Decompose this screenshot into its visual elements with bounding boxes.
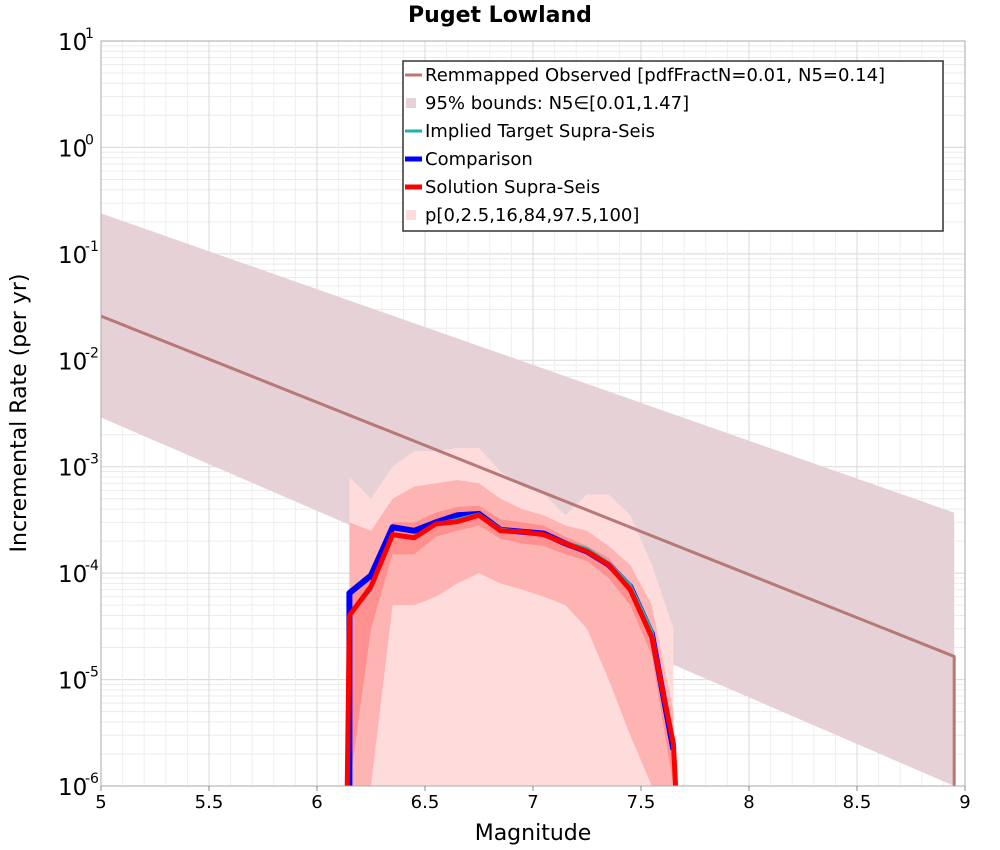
y-tick-base: 10 [58, 243, 87, 269]
y-tick-exponent: -2 [85, 345, 99, 361]
pct_light-legend-swatch [406, 210, 416, 220]
y-tick-label: 100 [58, 132, 94, 162]
y-tick-exponent: -6 [85, 771, 99, 787]
x-axis-label: Magnitude [475, 821, 592, 846]
solution-line [344, 512, 679, 787]
y-tick-exponent: -3 [85, 452, 99, 468]
y-tick-base: 10 [58, 669, 87, 695]
pct_light-legend-label: p[0,2.5,16,84,97.5,100] [425, 205, 639, 226]
y-tick-base: 10 [58, 136, 87, 162]
y-tick-label: 10-1 [58, 239, 99, 269]
x-tick-label: 6.5 [411, 792, 440, 813]
y-tick-exponent: 0 [85, 132, 94, 148]
x-axis-ticks: 5 5.5 6 6.5 7 7.5 8 8.5 9 [95, 786, 971, 813]
y-tick-exponent: -1 [85, 239, 99, 255]
x-tick-label: 5.5 [195, 792, 224, 813]
y-tick-label: 10-5 [58, 665, 99, 695]
y-tick-base: 10 [58, 30, 87, 56]
y-tick-base: 10 [58, 349, 87, 375]
x-tick-label: 7 [527, 792, 538, 813]
y-tick-exponent: -5 [85, 665, 99, 681]
y-tick-exponent: -4 [85, 558, 99, 574]
x-tick-label: 8.5 [843, 792, 872, 813]
y-tick-label: 10-6 [58, 771, 99, 801]
y-tick-label: 10-3 [58, 452, 99, 482]
x-tick-label: 9 [959, 792, 970, 813]
y-tick-label: 101 [58, 26, 94, 56]
x-tick-label: 5 [95, 792, 106, 813]
implied-legend-label: Implied Target Supra-Seis [425, 121, 655, 142]
y-tick-base: 10 [58, 562, 87, 588]
y-tick-label: 10-2 [58, 345, 99, 375]
bounds-legend-swatch [406, 98, 416, 108]
y-tick-base: 10 [58, 456, 87, 482]
y-tick-exponent: 1 [85, 26, 94, 42]
x-tick-label: 6 [311, 792, 322, 813]
observed-legend-label: Remmapped Observed [pdfFractN=0.01, N5=0… [425, 65, 885, 86]
y-tick-base: 10 [58, 775, 87, 801]
series-lines [100, 314, 956, 787]
comparison-legend-label: Comparison [425, 149, 533, 170]
chart-title: Puget Lowland [408, 3, 592, 28]
y-axis-label: Incremental Rate (per yr) [7, 274, 32, 553]
x-tick-label: 7.5 [627, 792, 656, 813]
bands [101, 213, 955, 787]
y-tick-label: 10-4 [58, 558, 99, 588]
legend-box [402, 60, 944, 232]
observed-line [100, 314, 956, 786]
bounds-legend-label: 95% bounds: N5∈[0.01,1.47] [425, 93, 689, 114]
solution-legend-label: Solution Supra-Seis [425, 177, 600, 198]
legend: Remmapped Observed [pdfFractN=0.01, N5=0… [402, 60, 944, 232]
x-tick-label: 8 [743, 792, 754, 813]
